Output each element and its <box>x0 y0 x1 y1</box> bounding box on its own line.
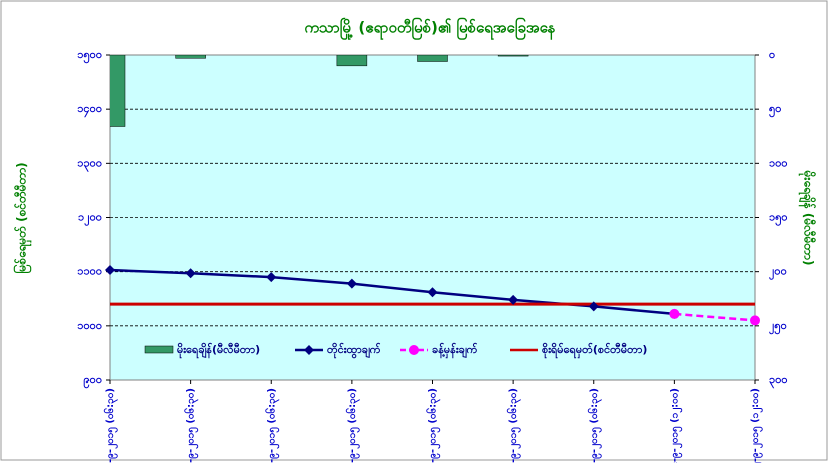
legend-marker <box>304 345 314 355</box>
marker <box>588 301 599 312</box>
legend-swatch <box>144 345 174 354</box>
bar <box>110 55 126 127</box>
legend-label: ခန့်မှန်းချက် <box>432 342 478 359</box>
y2-tick-label: ၁၅၀ <box>769 211 788 227</box>
y2-tick-label: ၂၀၀ <box>769 265 787 281</box>
y-tick-label: ၁၃၀၀ <box>77 156 102 172</box>
x-tick-label: ၈-၉-၂၀၁၅ (၀၆:၃၀) <box>184 388 200 463</box>
marker <box>750 315 760 326</box>
legend-label: စိုးရိမ်ရေမှတ်(စင်တီမီတာ) <box>542 342 647 359</box>
x-tick-label: ၇-၉-၂၀၁၅ (၀၆:၃၀) <box>103 388 119 463</box>
marker <box>346 278 357 289</box>
marker <box>669 308 680 319</box>
y2-tick-label: ၀ <box>769 48 775 61</box>
y-tick-label: ၁၂၀၀ <box>78 211 102 227</box>
y-axis-label: မြစ်ရေမှတ် (စင်တီမီတာ) <box>12 162 33 273</box>
y2-tick-label: ၂၅၀ <box>769 319 787 335</box>
plot-content <box>110 55 755 322</box>
bar <box>336 55 368 67</box>
bar <box>497 55 529 57</box>
y-tick-label: ၁၀၀၀ <box>77 319 102 332</box>
marker <box>427 287 438 298</box>
marker <box>105 265 115 276</box>
line <box>674 312 755 322</box>
marker <box>185 268 196 279</box>
y2-axis-label: မိုးရေချိန် (မီလီမီတာ) <box>798 170 818 266</box>
bar <box>175 55 206 59</box>
x-tick-label: ၉-၉-၂၀၁၅ (၀၆:၃၀) <box>264 388 280 463</box>
y-tick-label: ၁၅၀၀ <box>77 48 102 64</box>
x-tick-label: ၁၄-၉-၂၀၁၅ (၁၂:၀၀) <box>669 388 683 463</box>
y-tick-label: ၁၄၀၀ <box>77 102 102 118</box>
legend-label: မိုးရေချိန်(မီလီမီတာ) <box>177 342 260 359</box>
legend-label: တိုင်းထွာချက် <box>327 342 381 359</box>
x-tick-label: ၁၅-၉-၂၀၁၅ (၁၂:၀၀) <box>750 388 764 463</box>
x-tick-label: ၁၃-၉-၂၀၁၅ (၀၆:၃၀) <box>587 388 603 463</box>
marker <box>266 272 277 283</box>
marker <box>508 294 519 305</box>
x-tick-label: ၁၂-၉-၂၀၁၅ (၀၆:၃၀) <box>506 388 522 463</box>
y2-tick-label: ၃၀၀ <box>769 373 788 389</box>
bar <box>417 55 448 62</box>
x-tick-label: ၁၁-၉-၂၀၁၅ (၀၆:၃၀) <box>426 388 442 463</box>
y-tick-label: ၉၀၀ <box>83 373 102 389</box>
y2-tick-label: ၁၀၀ <box>769 156 788 169</box>
legend-marker <box>409 345 419 355</box>
y2-tick-label: ၅၀ <box>769 102 781 118</box>
x-tick-label: ၁၀-၉-၂၀၁၅ (၀၆:၃၀) <box>345 388 361 463</box>
y-tick-label: ၁၁၀၀ <box>77 265 102 278</box>
